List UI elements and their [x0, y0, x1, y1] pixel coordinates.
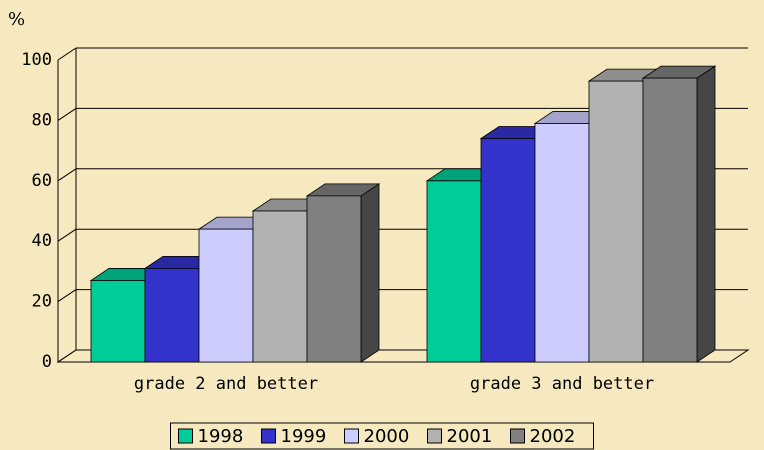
legend-swatch [427, 428, 442, 444]
grid-line [57, 349, 77, 363]
y-tick-label: 100 [21, 50, 52, 70]
bar [305, 183, 381, 363]
x-tick-label: grade 2 and better [134, 374, 318, 394]
legend-swatch [510, 428, 525, 444]
bar-front [90, 280, 146, 363]
bar-front [642, 77, 698, 363]
legend-swatch [344, 428, 359, 444]
legend-label: 1999 [281, 426, 327, 447]
y-tick-label: 0 [42, 352, 52, 372]
y-tick-label: 40 [32, 231, 52, 251]
bar-front [534, 123, 590, 363]
legend-swatch [261, 428, 276, 444]
bar-front [480, 138, 536, 363]
bar-front [588, 80, 644, 363]
grid-line [57, 107, 77, 121]
bar-front [252, 210, 308, 363]
x-tick-label: grade 3 and better [470, 374, 654, 394]
bar-front [144, 267, 200, 363]
bar-side [360, 183, 380, 363]
y-tick-label: 20 [32, 292, 52, 312]
bar-front [426, 180, 482, 363]
bar-front [306, 195, 362, 363]
bar [641, 65, 717, 363]
legend-label: 2002 [530, 426, 576, 447]
grid-line [57, 289, 77, 303]
grid-line [57, 168, 77, 182]
legend-label: 2000 [364, 426, 410, 447]
y-tick-label: 80 [32, 110, 52, 130]
bar-side [696, 65, 716, 363]
legend-label: 2001 [447, 426, 493, 447]
grid-line [57, 228, 77, 242]
grid-line [57, 47, 77, 61]
bar-front [198, 228, 254, 363]
legend-label: 1998 [198, 426, 244, 447]
legend-swatch [178, 428, 193, 444]
y-axis-label: % [8, 9, 25, 30]
y-tick-label: 60 [32, 171, 52, 191]
